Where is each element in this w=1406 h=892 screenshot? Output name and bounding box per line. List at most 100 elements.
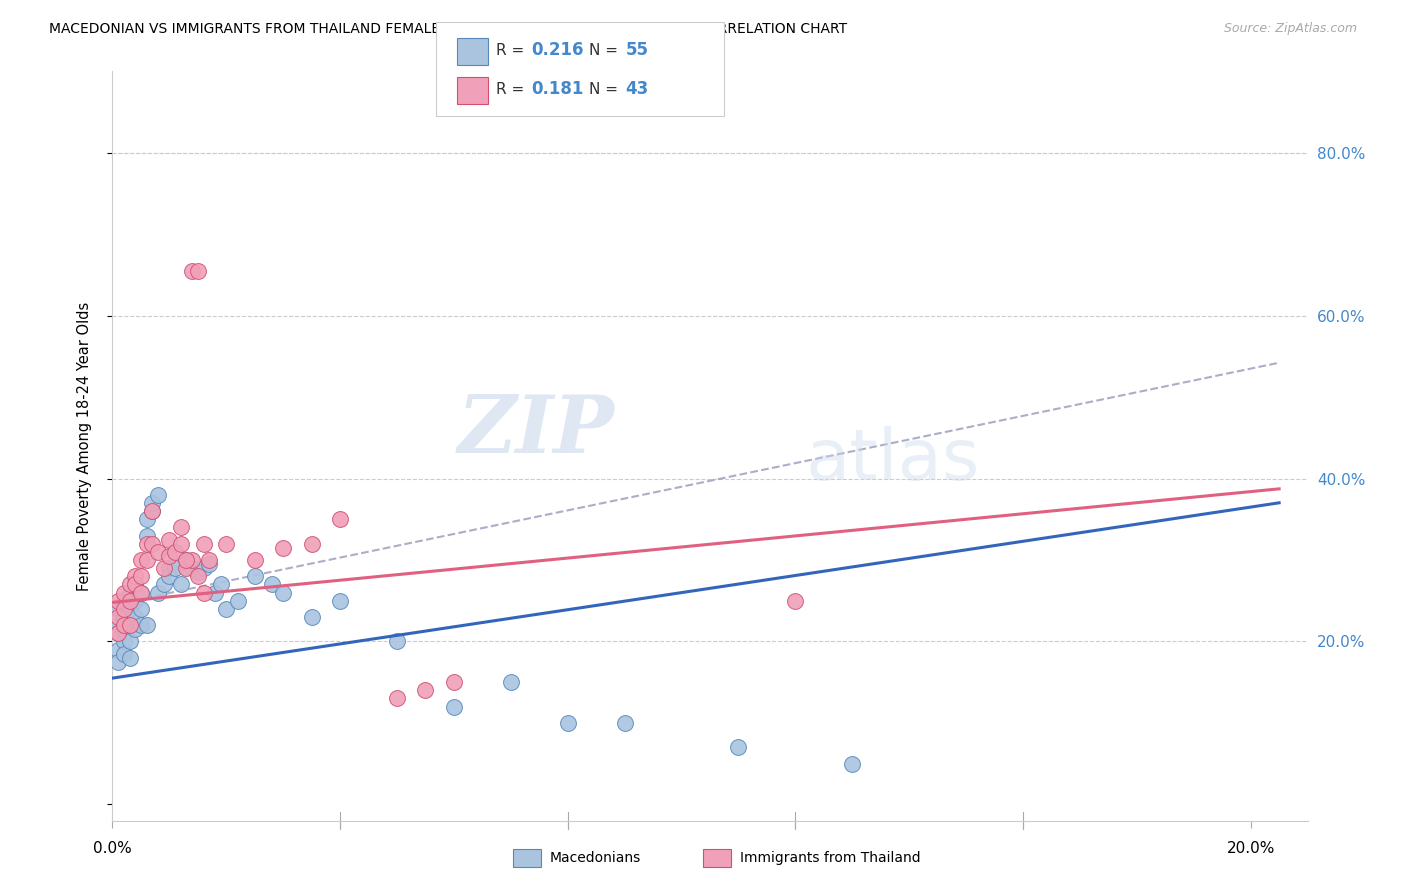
Point — [613, 715, 636, 730]
Point — [141, 496, 163, 510]
Point — [301, 610, 323, 624]
Text: Macedonians: Macedonians — [550, 851, 641, 865]
Point — [157, 533, 180, 547]
Point — [385, 634, 408, 648]
Point — [118, 634, 141, 648]
Point — [112, 622, 135, 636]
Point — [135, 528, 157, 542]
Point — [118, 618, 141, 632]
Point — [146, 585, 169, 599]
Point — [193, 585, 215, 599]
Point — [129, 569, 152, 583]
Point — [146, 545, 169, 559]
Point — [118, 650, 141, 665]
Text: ZIP: ZIP — [457, 392, 614, 470]
Point — [557, 715, 579, 730]
Point — [243, 569, 266, 583]
Point — [181, 553, 204, 567]
Point — [112, 610, 135, 624]
Text: 20.0%: 20.0% — [1226, 841, 1275, 856]
Point — [215, 602, 238, 616]
Point — [107, 602, 129, 616]
Y-axis label: Female Poverty Among 18-24 Year Olds: Female Poverty Among 18-24 Year Olds — [77, 301, 91, 591]
Text: 0.0%: 0.0% — [93, 841, 132, 856]
Point — [135, 537, 157, 551]
Point — [124, 577, 146, 591]
Text: Source: ZipAtlas.com: Source: ZipAtlas.com — [1223, 22, 1357, 36]
Text: N =: N = — [589, 82, 623, 97]
Text: 43: 43 — [626, 80, 650, 98]
Point — [841, 756, 863, 771]
Point — [118, 618, 141, 632]
Point — [198, 557, 221, 571]
Point — [271, 585, 294, 599]
Point — [187, 264, 209, 278]
Point — [141, 504, 163, 518]
Point — [181, 561, 204, 575]
Point — [176, 561, 198, 575]
Text: N =: N = — [589, 43, 623, 58]
Point — [157, 569, 180, 583]
Point — [107, 655, 129, 669]
Point — [135, 618, 157, 632]
Point — [727, 740, 749, 755]
Point — [170, 537, 193, 551]
Point — [187, 566, 209, 580]
Point — [385, 691, 408, 706]
Point — [118, 577, 141, 591]
Point — [112, 634, 135, 648]
Point — [204, 585, 226, 599]
Point — [129, 553, 152, 567]
Point — [785, 593, 807, 607]
Point — [107, 618, 129, 632]
Point — [215, 537, 238, 551]
Point — [176, 553, 198, 567]
Point — [107, 593, 129, 607]
Point — [329, 593, 352, 607]
Point — [165, 545, 187, 559]
Point — [443, 699, 465, 714]
Point — [141, 537, 163, 551]
Point — [107, 610, 129, 624]
Text: MACEDONIAN VS IMMIGRANTS FROM THAILAND FEMALE POVERTY AMONG 18-24 YEAR OLDS CORR: MACEDONIAN VS IMMIGRANTS FROM THAILAND F… — [49, 22, 848, 37]
Point — [124, 610, 146, 624]
Point — [124, 593, 146, 607]
Point — [135, 512, 157, 526]
Point — [443, 675, 465, 690]
Point — [226, 593, 249, 607]
Point — [176, 553, 198, 567]
Point — [118, 593, 141, 607]
Point — [193, 561, 215, 575]
Point — [107, 626, 129, 640]
Point — [198, 553, 221, 567]
Point — [181, 264, 204, 278]
Point — [260, 577, 283, 591]
Point — [193, 537, 215, 551]
Point — [187, 569, 209, 583]
Point — [135, 553, 157, 567]
Point — [129, 618, 152, 632]
Point — [170, 577, 193, 591]
Point — [118, 585, 141, 599]
Point — [112, 593, 135, 607]
Point — [152, 577, 174, 591]
Point — [129, 585, 152, 599]
Point — [118, 602, 141, 616]
Point — [129, 602, 152, 616]
Point — [124, 622, 146, 636]
Point — [415, 683, 437, 698]
Point — [301, 537, 323, 551]
Point — [157, 549, 180, 563]
Point — [107, 642, 129, 657]
Text: R =: R = — [496, 43, 530, 58]
Point — [157, 561, 180, 575]
Text: 55: 55 — [626, 42, 648, 60]
Point — [124, 569, 146, 583]
Text: 0.216: 0.216 — [531, 42, 583, 60]
Point — [170, 520, 193, 534]
Point — [141, 504, 163, 518]
Point — [112, 585, 135, 599]
Point — [124, 577, 146, 591]
Point — [146, 488, 169, 502]
Point — [112, 647, 135, 661]
